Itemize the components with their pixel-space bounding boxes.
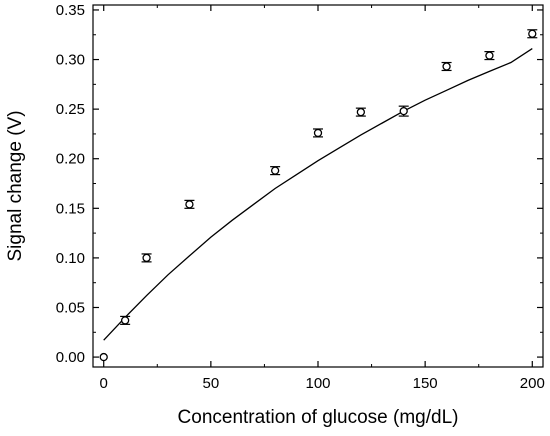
data-point xyxy=(99,352,108,362)
y-tick-label: 0.10 xyxy=(56,250,85,267)
x-tick-label: 0 xyxy=(100,375,108,392)
y-tick-label: 0.00 xyxy=(56,349,85,366)
y-tick-label: 0.30 xyxy=(56,52,85,69)
x-tick-label: 200 xyxy=(520,375,545,392)
x-tick-label: 50 xyxy=(203,375,220,392)
fit-curve xyxy=(103,48,533,341)
y-tick-label: 0.05 xyxy=(56,299,85,316)
y-tick-label: 0.15 xyxy=(56,200,85,217)
data-point xyxy=(528,29,537,38)
y-axis-title: Signal change (V) xyxy=(5,110,26,261)
y-tick-label: 0.20 xyxy=(56,151,85,168)
x-tick-label: 100 xyxy=(305,375,330,392)
data-point xyxy=(270,166,280,175)
plot-frame xyxy=(92,4,544,368)
data-point xyxy=(185,200,194,209)
y-axis-ticks: 0.00 0.05 0.10 0.15 0.20 0.25 0.30 0.35 xyxy=(56,2,543,366)
fit-curve-layer xyxy=(103,48,533,341)
data-point xyxy=(442,62,451,71)
data-point xyxy=(313,128,323,138)
x-tick-label: 150 xyxy=(413,375,438,392)
x-axis-title: Concentration of glucose (mg/dL) xyxy=(178,407,459,428)
data-point xyxy=(485,51,494,60)
data-point xyxy=(142,253,151,263)
data-point xyxy=(399,106,408,116)
data-point xyxy=(120,316,130,325)
x-axis-ticks: 0 50 100 150 200 xyxy=(100,5,545,392)
y-tick-label: 0.25 xyxy=(56,101,85,118)
data-point xyxy=(356,107,366,117)
data-points-layer xyxy=(99,29,538,362)
y-tick-label: 0.35 xyxy=(56,2,85,19)
